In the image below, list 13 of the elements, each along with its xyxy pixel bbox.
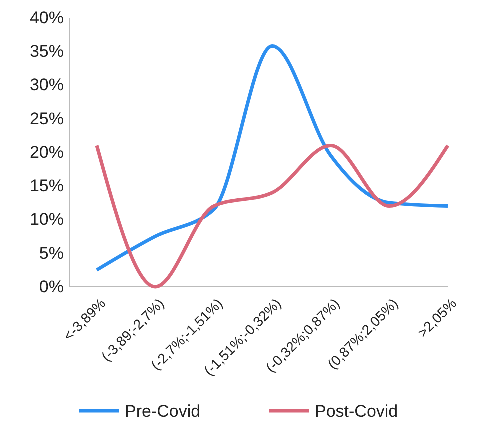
legend-label: Pre-Covid <box>125 402 201 421</box>
y-tick-label: 30% <box>30 76 64 95</box>
y-tick-label: 40% <box>30 8 64 28</box>
line-series <box>95 144 450 289</box>
y-tick-label: 0% <box>39 277 64 296</box>
y-tick-label: 20% <box>30 142 64 162</box>
y-tick-label: 15% <box>30 176 64 196</box>
y-tick-label: 25% <box>30 109 64 128</box>
y-tick-label: 35% <box>30 42 64 62</box>
y-tick-label: 10% <box>30 210 64 230</box>
line-series <box>95 44 450 272</box>
legend-label: Post-Covid <box>315 402 398 421</box>
y-tick-label: 5% <box>39 244 64 263</box>
